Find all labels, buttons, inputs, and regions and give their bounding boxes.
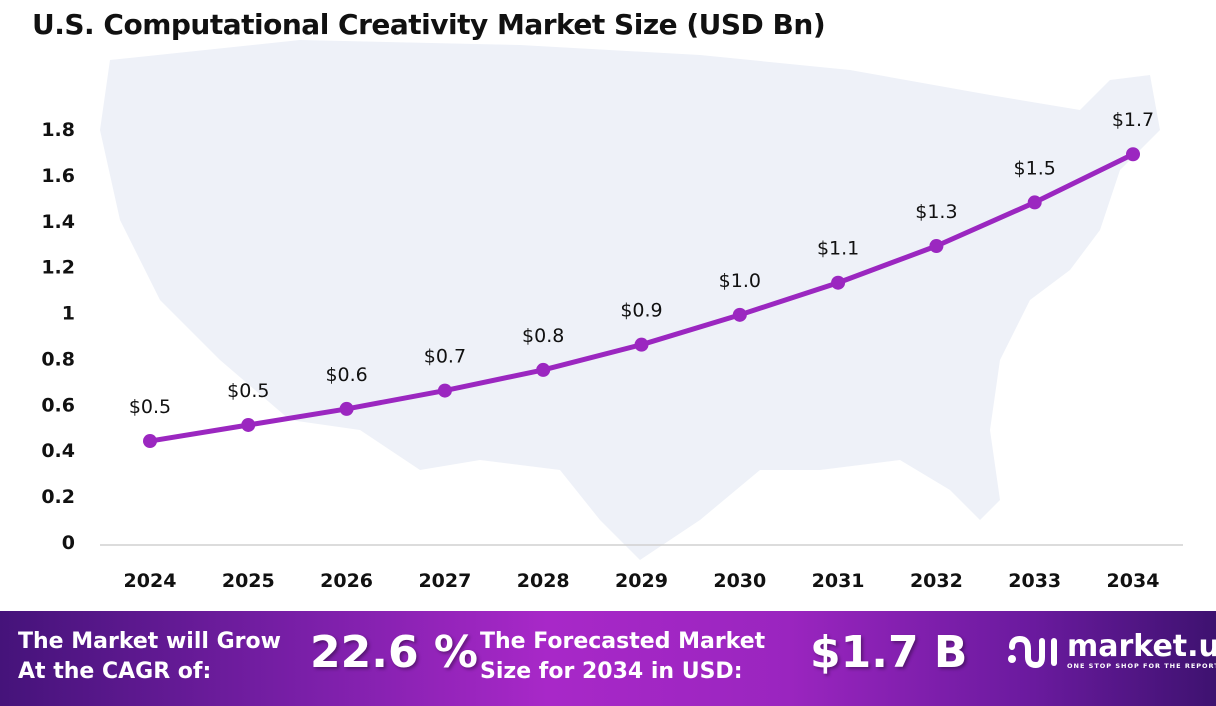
us-map-background bbox=[100, 40, 1160, 560]
logo-tagline: ONE STOP SHOP FOR THE REPORTS bbox=[1067, 662, 1216, 670]
data-label: $0.7 bbox=[424, 346, 466, 368]
data-point bbox=[1027, 195, 1042, 210]
y-tick-label: 1.2 bbox=[41, 257, 75, 279]
data-label: $1.5 bbox=[1014, 157, 1056, 179]
x-tick-label: 2029 bbox=[615, 570, 668, 592]
x-tick-label: 2026 bbox=[320, 570, 373, 592]
cagr-value: 22.6 % bbox=[310, 627, 478, 678]
data-label: $1.1 bbox=[817, 238, 859, 260]
cagr-label-2: At the CAGR of: bbox=[18, 659, 212, 684]
cagr-label-1: The Market will Grow bbox=[18, 629, 281, 654]
data-point bbox=[339, 401, 354, 416]
data-point bbox=[536, 362, 551, 377]
chart-title: U.S. Computational Creativity Market Siz… bbox=[32, 8, 826, 41]
data-point bbox=[732, 307, 747, 322]
x-tick-label: 2031 bbox=[812, 570, 865, 592]
y-tick-label: 0.2 bbox=[41, 486, 75, 508]
data-label: $1.0 bbox=[719, 270, 761, 292]
line-chart: 0 0.2 0.4 0.6 0.8 1 1.2 1.4 1.6 1.8 2024 2025 2026 20… bbox=[41, 40, 1183, 592]
footer-banner: The Market will Grow At the CAGR of: 22.… bbox=[0, 611, 1216, 706]
data-point bbox=[437, 383, 452, 398]
forecast-label-1: The Forecasted Market bbox=[480, 629, 766, 654]
data-label: $0.9 bbox=[620, 300, 662, 322]
data-point bbox=[929, 239, 944, 254]
y-tick-label: 1.4 bbox=[41, 211, 75, 233]
data-label: $1.3 bbox=[915, 201, 957, 223]
y-tick-label: 0 bbox=[62, 532, 75, 554]
x-tick-label: 2032 bbox=[910, 570, 963, 592]
x-tick-label: 2033 bbox=[1008, 570, 1061, 592]
y-tick-label: 1.8 bbox=[41, 119, 75, 141]
data-label: $0.8 bbox=[522, 325, 564, 347]
y-tick-label: 1.6 bbox=[41, 165, 75, 187]
data-point bbox=[241, 417, 256, 432]
logo-icon bbox=[1008, 635, 1057, 669]
data-point bbox=[634, 337, 649, 352]
y-tick-label: 1 bbox=[62, 303, 75, 325]
data-point bbox=[1126, 147, 1140, 162]
data-point bbox=[831, 275, 846, 290]
y-tick-label: 0.6 bbox=[41, 394, 75, 416]
forecast-value: $1.7 B bbox=[810, 627, 968, 678]
data-label: $0.5 bbox=[129, 396, 171, 418]
x-tick-label: 2028 bbox=[517, 570, 570, 592]
x-tick-label: 2027 bbox=[418, 570, 471, 592]
x-tick-label: 2025 bbox=[222, 570, 275, 592]
x-tick-label: 2030 bbox=[713, 570, 766, 592]
market-us-logo: market.usONE STOP SHOP FOR THE REPORTS bbox=[1005, 631, 1216, 671]
logo-name: market.us bbox=[1067, 629, 1216, 664]
x-tick-label: 2034 bbox=[1107, 570, 1160, 592]
data-label: $1.7 bbox=[1112, 109, 1154, 131]
y-tick-label: 0.8 bbox=[41, 348, 75, 370]
data-point bbox=[143, 434, 157, 449]
data-label: $0.5 bbox=[227, 380, 269, 402]
x-tick-label: 2024 bbox=[124, 570, 177, 592]
y-tick-label: 0.4 bbox=[41, 440, 75, 462]
forecast-label-2: Size for 2034 in USD: bbox=[480, 659, 743, 684]
data-label: $0.6 bbox=[325, 364, 367, 386]
